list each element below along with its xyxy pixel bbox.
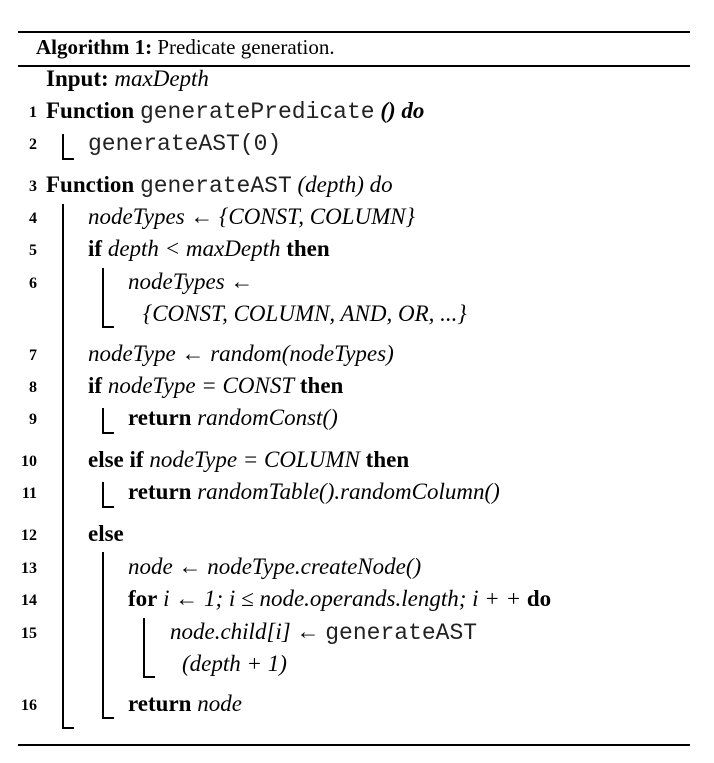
keyword: then <box>365 447 410 472</box>
keyword: else if <box>88 447 144 472</box>
line-number: 3 <box>29 178 37 195</box>
algo-line-6-cont: {CONST, COLUMN, AND, OR, ...} <box>143 301 467 326</box>
keyword: if <box>88 236 103 261</box>
condition: nodeType = CONST <box>107 373 295 398</box>
block-bar <box>143 618 145 678</box>
algo-line-3: Function generateAST (depth) do <box>46 170 393 201</box>
return-expr: node <box>197 691 242 716</box>
block-bar <box>62 134 64 160</box>
keyword: Function <box>46 172 135 197</box>
bottom-rule <box>18 744 690 746</box>
loop-header: i ← 1; i ≤ node.operands.length; i + + <box>163 586 522 611</box>
caption-label: Algorithm 1: <box>36 35 153 59</box>
caption-rule <box>18 65 690 67</box>
block-bar <box>102 268 104 328</box>
algo-line-10: else if nodeType = COLUMN then <box>88 445 409 475</box>
algo-line-6: nodeTypes ← <box>128 269 254 294</box>
algo-line-4: nodeTypes ← {CONST, COLUMN} <box>88 204 415 229</box>
input-value: maxDepth <box>114 66 209 91</box>
line-number: 2 <box>29 136 37 153</box>
keyword: then <box>299 373 344 398</box>
block-end <box>102 506 114 508</box>
line-number: 1 <box>29 104 37 121</box>
top-rule <box>18 31 690 33</box>
input-label: Input: <box>46 66 109 91</box>
caption-title: Predicate generation. <box>157 35 335 59</box>
else-block-bar <box>102 552 104 719</box>
algo-line-14: for i ← 1; i ≤ node.operands.length; i +… <box>128 584 551 614</box>
line-number: 4 <box>29 210 37 227</box>
algo-line-16: return node <box>128 689 242 719</box>
line-number: 13 <box>21 560 37 577</box>
function-name: generateAST <box>139 173 292 199</box>
function-block-bar <box>62 204 64 728</box>
else-block-end <box>102 717 114 719</box>
algo-line-13: node ← nodeType.createNode() <box>128 554 422 579</box>
return-expr: randomTable().randomColumn() <box>197 479 500 504</box>
algo-line-5: if depth < maxDepth then <box>88 234 330 264</box>
line-number: 8 <box>29 379 37 396</box>
keyword: for <box>128 586 158 611</box>
algo-line-7: nodeType ← random(nodeTypes) <box>88 341 394 366</box>
line-text: (depth) do <box>297 172 393 197</box>
line-code: generateAST(0) <box>88 131 282 157</box>
line-number: 10 <box>21 453 37 470</box>
algo-line-9: return randomConst() <box>128 403 338 433</box>
keyword: do <box>526 586 552 611</box>
block-bar <box>102 482 104 508</box>
keyword: then <box>286 236 330 261</box>
line-number: 16 <box>21 697 37 714</box>
line-number: 11 <box>21 485 37 502</box>
keyword: return <box>128 479 192 504</box>
line-text: () do <box>380 98 425 123</box>
line-number: 15 <box>21 625 37 642</box>
line-number: 5 <box>29 242 37 259</box>
keyword: if <box>88 373 103 398</box>
algo-line-12: else <box>88 521 124 546</box>
algo-line-11: return randomTable().randomColumn() <box>128 477 500 507</box>
algo-line-15: node.child[i] ← generateAST <box>170 617 477 648</box>
condition: nodeType = COLUMN <box>149 447 360 472</box>
block-end <box>62 158 74 160</box>
condition: depth < maxDepth <box>107 236 281 261</box>
function-name: generatePredicate <box>139 99 375 125</box>
assignment: node.child[i] ← <box>170 619 320 644</box>
line-number: 6 <box>29 275 37 292</box>
algorithm-caption: Algorithm 1: Predicate generation. <box>36 32 335 62</box>
keyword: return <box>128 691 192 716</box>
function-block-end <box>62 727 74 729</box>
block-end <box>102 326 114 328</box>
algo-line-1: Function generatePredicate () do <box>46 96 424 127</box>
keyword: return <box>128 405 192 430</box>
block-end <box>143 676 155 678</box>
return-expr: randomConst() <box>197 405 338 430</box>
algo-line-8: if nodeType = CONST then <box>88 371 343 401</box>
block-end <box>102 432 114 434</box>
block-bar <box>102 408 104 434</box>
input-line: Input: maxDepth <box>46 64 209 94</box>
line-number: 9 <box>29 411 37 428</box>
line-number: 12 <box>21 527 37 544</box>
keyword: Function <box>46 98 135 123</box>
function-name: generateAST <box>325 620 478 646</box>
algo-line-15-cont: (depth + 1) <box>182 651 287 676</box>
algo-line-2: generateAST(0) <box>88 128 281 159</box>
line-number: 7 <box>29 347 37 364</box>
line-number: 14 <box>21 592 37 609</box>
